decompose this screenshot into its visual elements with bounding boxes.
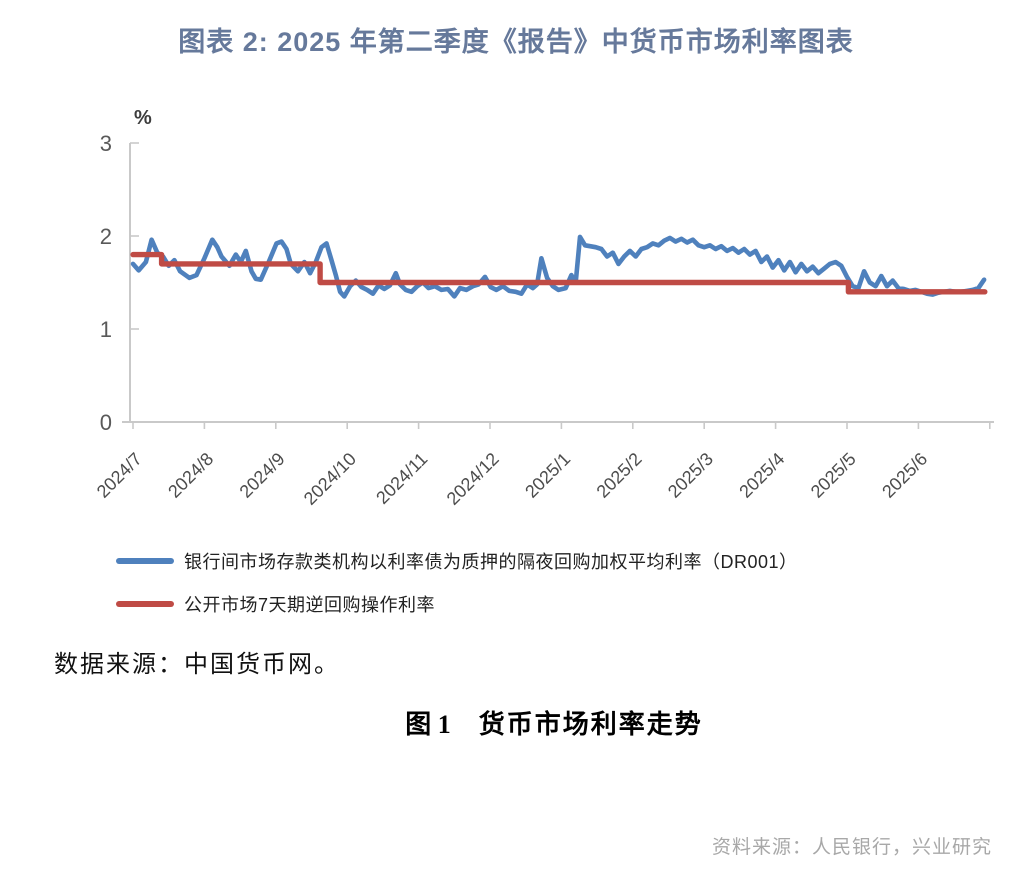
legend-label-dr001: 银行间市场存款类机构以利率债为质押的隔夜回购加权平均利率（DR001） [184, 552, 798, 572]
figure-caption-number: 图 1 [405, 710, 451, 739]
x-tick-label: 2025/5 [807, 449, 860, 502]
y-tick-label: 1 [100, 317, 112, 342]
series-line-omo-7d-rate [130, 251, 988, 295]
data-source-note: 数据来源：中国货币网。 [54, 652, 340, 678]
y-tick-label: 2 [100, 224, 112, 249]
x-tick-label: 2025/1 [521, 449, 574, 502]
x-tick-label: 2024/7 [93, 449, 146, 502]
page-title: 图表 2: 2025 年第二季度《报告》中货币市场利率图表 [178, 27, 854, 57]
legend-swatch-dr001-line [116, 558, 174, 564]
series-line-dr001 [130, 234, 987, 299]
x-tick-label: 2024/9 [236, 449, 289, 502]
figure-caption: 图 1 货币市场利率走势 [0, 704, 1032, 741]
figure-caption-title: 货币市场利率走势 [478, 709, 703, 739]
y-axis-unit-label: % [134, 107, 152, 129]
x-tick-label: 2025/6 [878, 449, 931, 502]
legend-item-dr001: 银行间市场存款类机构以利率债为质押的隔夜回购加权平均利率（DR001） [116, 548, 798, 574]
y-tick-label: 3 [100, 131, 112, 156]
x-tick-label: 2024/8 [164, 449, 217, 502]
x-tick-label: 2024/12 [443, 449, 503, 509]
legend-swatch-omo-7d-line [116, 601, 174, 607]
x-tick-label: 2025/4 [735, 449, 788, 502]
x-tick-label: 2025/3 [664, 449, 717, 502]
x-tick-label: 2024/10 [300, 449, 360, 509]
footer-source-note: 资料来源：人民银行，兴业研究 [711, 837, 992, 858]
x-tick-label: 2024/11 [372, 449, 431, 508]
legend-label-omo-7d: 公开市场7天期逆回购操作利率 [184, 595, 436, 615]
legend-item-omo-7d: 公开市场7天期逆回购操作利率 [116, 591, 798, 617]
legend: 银行间市场存款类机构以利率债为质押的隔夜回购加权平均利率（DR001） 公开市场… [116, 548, 798, 634]
x-tick-label: 2025/2 [593, 449, 646, 502]
y-tick-label: 0 [100, 410, 112, 435]
